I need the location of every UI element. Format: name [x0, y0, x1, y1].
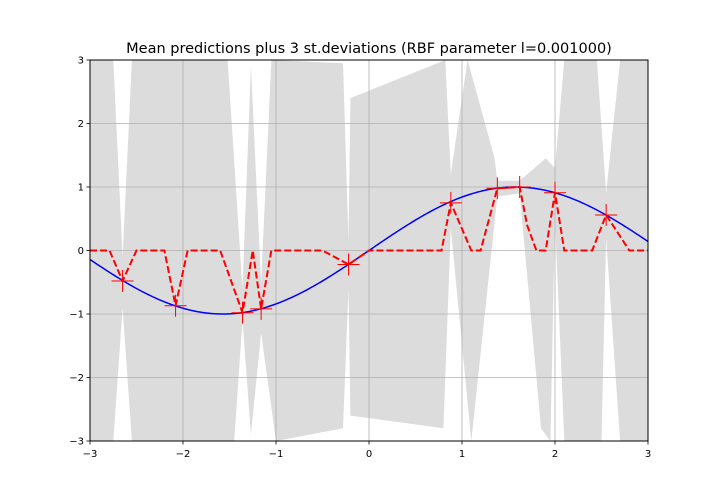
- observation-marker: [595, 203, 618, 226]
- observation-marker: [111, 269, 134, 292]
- y-tick-label: −1: [69, 310, 84, 321]
- x-tick-label: −2: [176, 449, 191, 460]
- observation-marker: [250, 297, 273, 320]
- x-axis: −3 −2 −1 0 1 2 3: [83, 441, 651, 460]
- x-tick-label: 3: [645, 449, 651, 460]
- plot-area: [89, 59, 649, 442]
- y-tick-label: 2: [78, 119, 84, 130]
- y-tick-label: −2: [69, 373, 84, 384]
- y-tick-label: 0: [78, 246, 84, 257]
- observation-marker: [337, 253, 360, 276]
- x-tick-label: 1: [459, 449, 465, 460]
- observation-marker: [164, 294, 187, 317]
- y-tick-label: −3: [69, 437, 84, 448]
- observation-marker: [544, 181, 566, 204]
- observation-marker: [486, 177, 509, 200]
- observation-marker: [508, 176, 531, 198]
- y-tick-label: 1: [78, 183, 84, 194]
- y-tick-label: 3: [78, 56, 84, 67]
- x-tick-label: 0: [366, 449, 372, 460]
- observation-marker: [439, 191, 462, 214]
- y-axis: −3 −2 −1 0 1 2 3: [69, 56, 90, 448]
- observation-markers: [111, 176, 618, 324]
- observation-marker: [231, 301, 254, 324]
- x-tick-label: 2: [552, 449, 558, 460]
- x-tick-label: −1: [269, 449, 284, 460]
- chart-title: Mean predictions plus 3 st.deviations (R…: [126, 41, 612, 57]
- x-tick-label: −3: [83, 449, 98, 460]
